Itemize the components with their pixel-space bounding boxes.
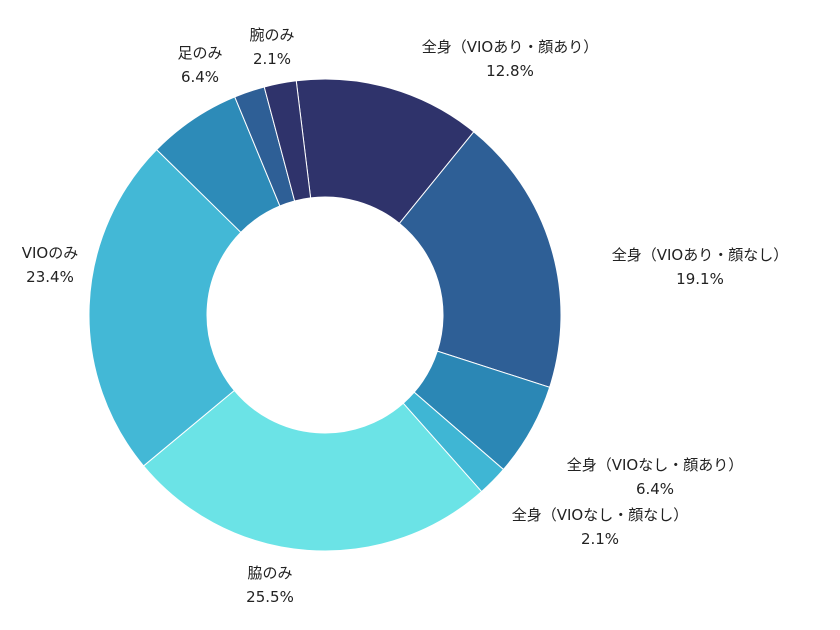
slice-value-1: 19.1% xyxy=(676,270,724,288)
slice-value-2: 6.4% xyxy=(636,480,674,498)
labels-group: 全身（VIOあり・顔あり） 12.8% 全身（VIOあり・顔なし） 19.1% 全身（V… xyxy=(22,26,789,606)
slice-label-5: VIOのみ xyxy=(22,244,79,262)
slice-value-4: 25.5% xyxy=(246,588,294,606)
slice-value-0: 12.8% xyxy=(486,62,534,80)
slice-label-4: 脇のみ xyxy=(247,564,292,582)
slice-value-7: 2.1% xyxy=(253,50,291,68)
slice-label-3: 全身（VIOなし・顔なし） xyxy=(512,506,689,524)
slices-group xyxy=(88,78,562,552)
slice-label-1: 全身（VIOあり・顔なし） xyxy=(612,246,789,264)
slice-label-2: 全身（VIOなし・顔あり） xyxy=(567,456,744,474)
slice-label-7: 腕のみ xyxy=(249,26,294,44)
slice-label-0: 全身（VIOあり・顔あり） xyxy=(422,38,599,56)
donut-slice-5 xyxy=(88,148,242,467)
slice-value-6: 6.4% xyxy=(181,68,219,86)
slice-value-5: 23.4% xyxy=(26,268,74,286)
donut-slice-4 xyxy=(142,389,483,552)
slice-label-6: 足のみ xyxy=(177,44,222,62)
slice-value-3: 2.1% xyxy=(581,530,619,548)
donut-slice-8 xyxy=(263,80,312,202)
donut-slice-1 xyxy=(398,131,562,388)
